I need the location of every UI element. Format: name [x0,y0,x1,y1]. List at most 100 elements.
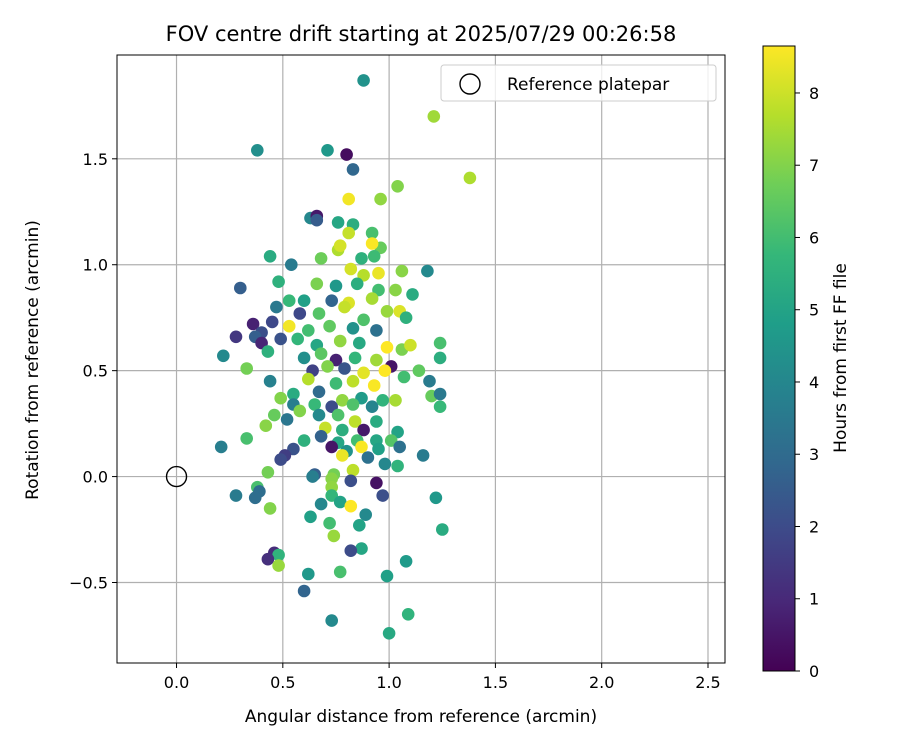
colorbar-tick-label: 3 [809,445,819,464]
data-point [357,74,370,87]
data-point [406,288,419,301]
y-tick-label: 0.0 [83,468,108,487]
x-tick-label: 2.0 [589,673,614,692]
data-point [367,379,381,392]
data-point [365,292,379,305]
data-point [217,349,230,363]
data-point [463,171,477,185]
data-point [378,457,392,471]
legend-box [440,64,717,102]
colorbar-tick-label: 5 [809,301,819,320]
data-point [350,277,364,291]
colorbar-tick-label: 7 [809,156,819,175]
data-point [297,434,311,447]
data-point [240,362,253,375]
data-point [355,440,368,454]
y-axis-label: Rotation from reference (arcmin) [23,220,43,500]
data-point [293,307,307,320]
data-point [393,440,407,454]
data-point [331,408,345,422]
data-point [263,502,277,515]
data-point [370,353,383,367]
data-point [365,237,379,250]
legend: Reference platepar [440,64,717,102]
data-point [380,305,394,318]
y-tick-label: 1.0 [83,256,108,275]
data-point [265,315,279,329]
data-point [293,404,307,418]
data-point [357,313,370,327]
data-point [433,351,447,365]
x-axis-ticks: 0.0 0.5 1.0 1.5 2.0 2.5 [164,663,721,692]
y-axis-ticks: −0.5 0.0 0.5 1.0 1.5 [69,150,117,592]
data-point [344,474,358,488]
data-point [272,548,285,562]
colorbar-tick-label: 0 [809,662,819,681]
data-point [374,192,387,206]
reference-platepar-marker [165,465,188,488]
data-point [234,281,247,295]
x-tick-label: 0.0 [164,673,189,692]
data-point [380,341,394,354]
data-point [365,400,379,414]
data-point [250,144,264,157]
data-point [274,453,288,466]
y-tick-label: 0.5 [83,362,108,381]
data-point [355,542,368,555]
data-point [421,264,434,278]
x-axis-label: Angular distance from reference (arcmin) [245,707,597,727]
reference-point [165,465,188,488]
plot-area [116,54,726,664]
data-point [370,415,383,428]
data-point [433,336,447,350]
data-point [297,584,311,598]
x-tick-label: 0.5 [270,673,295,692]
data-point [306,470,319,483]
data-point [310,277,324,291]
data-point [346,322,360,335]
data-point [423,374,436,388]
data-point [261,466,275,479]
data-point [314,347,328,361]
data-point [310,213,324,227]
data-point [333,334,347,348]
data-point [333,565,347,579]
legend-marker-reference [459,73,481,95]
data-point [338,300,351,314]
data-point [312,408,326,422]
data-point [329,279,343,293]
data-point [229,330,243,344]
data-point [329,377,343,390]
data-point [429,491,443,505]
colorbar-tick-label: 6 [809,228,819,247]
data-point [395,264,409,278]
data-point [344,262,358,276]
data-point [302,567,315,581]
data-point [355,252,368,265]
data-point [378,364,392,378]
colorbar [762,45,796,672]
data-point [248,491,262,505]
data-point [416,449,430,462]
data-point [263,374,277,388]
data-point [302,324,315,337]
data-point [336,449,349,462]
data-point [272,559,285,572]
data-point [285,258,298,272]
data-point [436,523,449,536]
data-point [344,499,358,513]
data-point [312,385,326,399]
y-tick-label: 1.5 [83,150,108,169]
data-point [325,440,339,454]
data-point [246,317,260,331]
data-point [382,627,396,640]
data-point [372,266,385,280]
data-point [391,180,404,193]
data-point [297,351,311,365]
data-point [397,370,411,384]
data-point [302,372,315,386]
data-point [401,608,415,621]
x-tick-label: 2.5 [695,673,720,692]
data-point [312,307,326,320]
